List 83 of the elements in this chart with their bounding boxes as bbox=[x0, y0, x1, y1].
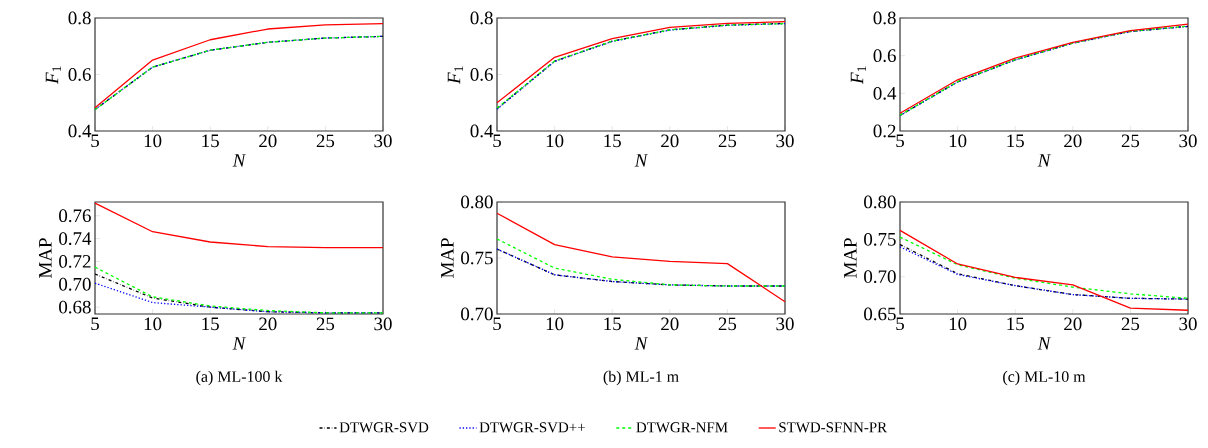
x-axis-title: N bbox=[634, 337, 649, 350]
y-tick-label: 0.80 bbox=[864, 195, 896, 209]
y-axis-title: MAP bbox=[844, 238, 857, 278]
x-tick-label: 20 bbox=[259, 134, 277, 148]
y-tick-label: 0.70 bbox=[461, 307, 493, 321]
y-axis-title: MAP bbox=[39, 238, 52, 278]
x-tick-label: 25 bbox=[1121, 134, 1140, 148]
x-tick-label: 5 bbox=[91, 317, 99, 331]
x-tick-label: 5 bbox=[91, 134, 99, 148]
x-tick-label: 30 bbox=[776, 134, 794, 148]
x-tick-label: 15 bbox=[1007, 317, 1024, 331]
x-tick-label: 10 bbox=[949, 134, 967, 148]
y-axis-title: F$_{1}$ bbox=[45, 66, 61, 85]
y-tick-label: 0.6 bbox=[470, 68, 493, 81]
x-axis-title: N bbox=[634, 154, 649, 167]
line-series bbox=[496, 212, 786, 303]
y-tick-label: 0.8 bbox=[873, 11, 896, 25]
x-tick-label: 10 bbox=[546, 317, 564, 331]
y-axis-title: F$_{1}$ bbox=[850, 66, 866, 85]
x-tick-label: 20 bbox=[661, 134, 679, 148]
x-tick-label: 5 bbox=[493, 134, 501, 148]
x-tick-label: 25 bbox=[718, 134, 737, 148]
y-tick-label: 0.75 bbox=[864, 232, 896, 246]
y-tick-label: 0.2 bbox=[873, 124, 896, 138]
line-series bbox=[94, 202, 384, 249]
y-tick-label: 0.4 bbox=[873, 86, 897, 100]
x-tick-label: 5 bbox=[896, 134, 904, 148]
line-series bbox=[496, 238, 786, 287]
y-tick-label: 0.80 bbox=[461, 195, 493, 209]
y-axis-title: MAP bbox=[441, 238, 454, 278]
x-axis-title: N bbox=[232, 337, 247, 350]
y-tick-label: 0.70 bbox=[864, 270, 896, 284]
line-series bbox=[94, 23, 384, 109]
legend-label: DTWGR-SVD bbox=[339, 422, 429, 433]
x-tick-label: 25 bbox=[1121, 317, 1140, 331]
y-tick-label: 0.4 bbox=[470, 124, 494, 138]
x-tick-label: 5 bbox=[896, 317, 904, 331]
line-series bbox=[899, 229, 1189, 311]
x-tick-label: 30 bbox=[1179, 317, 1197, 331]
text: (b) ML-1 m bbox=[603, 370, 679, 386]
legend-label: DTWGR-SVD++ bbox=[479, 422, 585, 433]
x-tick-label: 30 bbox=[1179, 134, 1197, 148]
y-tick-label: 0.75 bbox=[461, 251, 493, 265]
x-tick-label: 15 bbox=[604, 317, 621, 331]
y-tick-label: 0.76 bbox=[59, 209, 91, 223]
y-tick-label: 0.74 bbox=[59, 232, 92, 245]
x-tick-label: 20 bbox=[661, 317, 679, 331]
x-tick-label: 10 bbox=[949, 317, 967, 331]
text: (c) ML-10 m bbox=[1003, 370, 1086, 386]
x-tick-label: 30 bbox=[374, 134, 392, 148]
x-tick-label: 10 bbox=[546, 134, 564, 148]
y-tick-label: 0.4 bbox=[68, 124, 92, 138]
y-tick-label: 0.68 bbox=[59, 300, 91, 314]
text: (a) ML-100 k bbox=[196, 370, 283, 386]
x-tick-label: 5 bbox=[493, 317, 501, 331]
y-tick-label: 0.8 bbox=[470, 11, 493, 25]
x-axis-title: N bbox=[1037, 337, 1052, 350]
y-tick-label: 0.65 bbox=[864, 307, 896, 321]
y-axis-title: F$_{1}$ bbox=[447, 66, 463, 85]
x-tick-label: 15 bbox=[202, 134, 219, 148]
y-tick-label: 0.70 bbox=[59, 277, 91, 291]
x-axis-title: N bbox=[232, 154, 247, 167]
x-tick-label: 30 bbox=[374, 317, 392, 331]
y-tick-label: 0.8 bbox=[68, 11, 91, 25]
x-tick-label: 20 bbox=[1064, 134, 1082, 148]
y-tick-label: 0.6 bbox=[68, 68, 91, 81]
x-tick-label: 30 bbox=[776, 317, 794, 331]
x-tick-label: 15 bbox=[1007, 134, 1024, 148]
x-tick-label: 10 bbox=[144, 134, 162, 148]
y-tick-label: 0.6 bbox=[873, 49, 896, 63]
x-tick-label: 25 bbox=[718, 317, 737, 331]
x-axis-title: N bbox=[1037, 154, 1052, 167]
line-series bbox=[94, 35, 384, 111]
x-tick-label: 10 bbox=[144, 317, 162, 331]
legend-label: STWD-SFNN-PR bbox=[779, 422, 888, 433]
legend-label: DTWGR-NFM bbox=[636, 422, 728, 433]
x-tick-label: 25 bbox=[316, 317, 335, 331]
x-tick-label: 20 bbox=[1064, 317, 1082, 331]
x-tick-label: 15 bbox=[202, 317, 219, 331]
y-tick-label: 0.72 bbox=[59, 255, 91, 268]
x-tick-label: 25 bbox=[316, 134, 335, 148]
x-tick-label: 15 bbox=[604, 134, 621, 148]
x-tick-label: 20 bbox=[259, 317, 277, 331]
